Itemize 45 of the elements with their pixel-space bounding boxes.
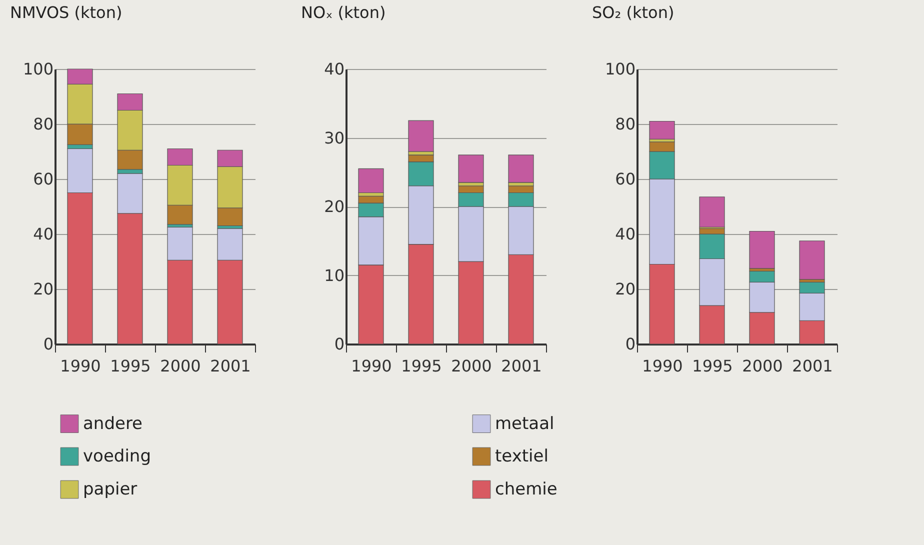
y-tick-label: 60 [615, 170, 636, 188]
x-tick-label: 1995 [110, 356, 151, 376]
x-tick-label: 1995 [692, 356, 733, 376]
x-tick-label: 2000 [451, 356, 492, 376]
y-tick-label: 100 [22, 60, 54, 78]
bar [649, 120, 675, 140]
y-tick-label: 40 [324, 60, 344, 78]
chart-title: SO₂ (kton) [592, 3, 674, 22]
y-tick-label: 80 [33, 114, 54, 134]
y-tick-label: 0 [334, 334, 344, 354]
y-tick-label: 80 [615, 114, 636, 134]
x-tick-label: 2001 [210, 356, 251, 376]
chart-title: NMVOS (kton) [10, 3, 122, 22]
x-tick-label: 2000 [742, 356, 783, 376]
legend-label: chemie [495, 480, 558, 500]
x-tick-label: 2001 [501, 356, 542, 376]
chart-title: NOₓ (kton) [301, 3, 386, 22]
y-tick-label: 0 [625, 334, 636, 354]
y-tick-label: 10 [324, 266, 344, 285]
x-tick-label: 1995 [401, 356, 442, 376]
x-tick-label: 1990 [642, 356, 683, 376]
legend-label: voeding [83, 446, 151, 466]
x-tick-label: 2001 [792, 356, 833, 376]
legend-label: andere [83, 414, 143, 434]
x-tick-label: 2000 [160, 356, 201, 376]
y-tick-label: 20 [615, 280, 636, 298]
bar [508, 154, 534, 183]
bar [358, 168, 384, 194]
y-tick-label: 20 [324, 197, 344, 216]
bar [799, 240, 825, 280]
bar [749, 230, 775, 269]
x-tick-label: 1990 [351, 356, 392, 376]
bar [408, 120, 434, 152]
bar [458, 154, 484, 183]
y-tick-label: 0 [43, 334, 54, 354]
y-tick-label: 100 [604, 60, 636, 78]
y-tick-label: 40 [33, 224, 54, 244]
legend-label: metaal [495, 414, 554, 434]
legend-label: papier [83, 480, 138, 500]
y-tick-label: 30 [324, 128, 344, 148]
legend-label: textiel [495, 446, 548, 466]
y-tick-label: 20 [33, 280, 54, 298]
y-tick-label: 40 [615, 224, 636, 244]
y-tick-label: 60 [33, 170, 54, 188]
x-tick-label: 1990 [60, 356, 101, 376]
